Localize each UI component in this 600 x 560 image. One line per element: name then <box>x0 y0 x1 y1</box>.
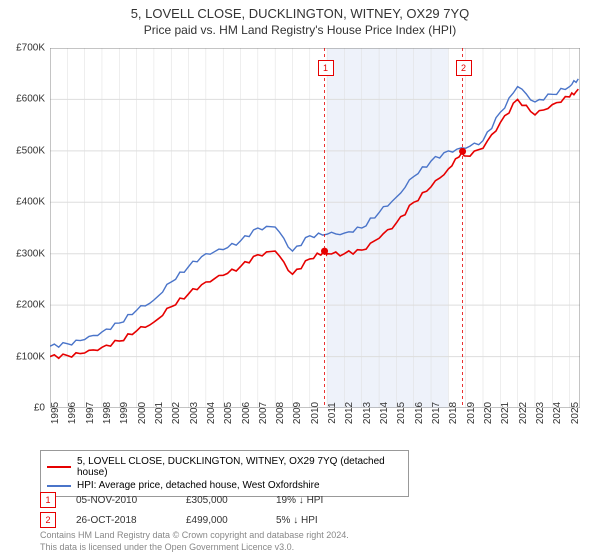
chart-title: 5, LOVELL CLOSE, DUCKLINGTON, WITNEY, OX… <box>0 0 600 21</box>
x-tick-label: 2013 <box>362 402 373 424</box>
line-chart <box>50 48 580 408</box>
legend-item: HPI: Average price, detached house, West… <box>47 479 402 492</box>
chart-area: £0£100K£200K£300K£400K£500K£600K£700K199… <box>50 48 580 408</box>
x-tick-label: 1999 <box>119 402 130 424</box>
x-tick-label: 2009 <box>292 402 303 424</box>
x-tick-label: 2008 <box>275 402 286 424</box>
chart-subtitle: Price paid vs. HM Land Registry's House … <box>0 21 600 41</box>
x-tick-label: 2018 <box>448 402 459 424</box>
transaction-row: 2 26-OCT-2018 £499,000 5% ↓ HPI <box>40 512 366 528</box>
x-tick-label: 2025 <box>570 402 581 424</box>
y-tick-label: £0 <box>34 403 45 414</box>
transaction-diff: 5% ↓ HPI <box>276 515 366 526</box>
transaction-marker: 2 <box>40 512 56 528</box>
chart-container: 5, LOVELL CLOSE, DUCKLINGTON, WITNEY, OX… <box>0 0 600 560</box>
transaction-marker: 1 <box>40 492 56 508</box>
y-tick-label: £300K <box>16 248 45 259</box>
copyright-line: Contains HM Land Registry data © Crown c… <box>40 530 349 542</box>
x-tick-label: 2000 <box>137 402 148 424</box>
x-tick-label: 2022 <box>518 402 529 424</box>
x-tick-label: 2015 <box>396 402 407 424</box>
x-tick-label: 2001 <box>154 402 165 424</box>
x-tick-label: 2020 <box>483 402 494 424</box>
legend-swatch <box>47 485 71 487</box>
x-tick-label: 2003 <box>189 402 200 424</box>
x-tick-label: 1998 <box>102 402 113 424</box>
transaction-date: 05-NOV-2010 <box>76 495 166 506</box>
x-tick-label: 1997 <box>85 402 96 424</box>
x-tick-label: 2010 <box>310 402 321 424</box>
chart-marker-box: 1 <box>318 60 334 76</box>
y-tick-label: £700K <box>16 43 45 54</box>
legend: 5, LOVELL CLOSE, DUCKLINGTON, WITNEY, OX… <box>40 450 409 497</box>
y-tick-label: £500K <box>16 145 45 156</box>
legend-swatch <box>47 466 71 468</box>
x-tick-label: 2016 <box>414 402 425 424</box>
x-tick-label: 2021 <box>500 402 511 424</box>
transaction-price: £305,000 <box>186 495 256 506</box>
x-tick-label: 2012 <box>344 402 355 424</box>
x-tick-label: 2024 <box>552 402 563 424</box>
transaction-row: 1 05-NOV-2010 £305,000 19% ↓ HPI <box>40 492 366 508</box>
legend-item: 5, LOVELL CLOSE, DUCKLINGTON, WITNEY, OX… <box>47 455 402 479</box>
x-tick-label: 2006 <box>241 402 252 424</box>
x-tick-label: 2004 <box>206 402 217 424</box>
x-tick-label: 1995 <box>50 402 61 424</box>
transaction-price: £499,000 <box>186 515 256 526</box>
transaction-date: 26-OCT-2018 <box>76 515 166 526</box>
y-tick-label: £100K <box>16 351 45 362</box>
transaction-diff: 19% ↓ HPI <box>276 495 366 506</box>
y-tick-label: £400K <box>16 197 45 208</box>
x-tick-label: 2017 <box>431 402 442 424</box>
y-tick-label: £600K <box>16 94 45 105</box>
copyright-line: This data is licensed under the Open Gov… <box>40 542 349 554</box>
x-tick-label: 2011 <box>327 402 338 424</box>
copyright: Contains HM Land Registry data © Crown c… <box>40 530 349 553</box>
x-tick-label: 1996 <box>67 402 78 424</box>
y-tick-label: £200K <box>16 300 45 311</box>
x-tick-label: 2023 <box>535 402 546 424</box>
x-tick-label: 2005 <box>223 402 234 424</box>
legend-label: 5, LOVELL CLOSE, DUCKLINGTON, WITNEY, OX… <box>77 456 402 478</box>
x-tick-label: 2007 <box>258 402 269 424</box>
transaction-list: 1 05-NOV-2010 £305,000 19% ↓ HPI 2 26-OC… <box>40 492 366 532</box>
chart-marker-box: 2 <box>456 60 472 76</box>
x-tick-label: 2019 <box>466 402 477 424</box>
x-tick-label: 2002 <box>171 402 182 424</box>
legend-label: HPI: Average price, detached house, West… <box>77 480 320 491</box>
x-tick-label: 2014 <box>379 402 390 424</box>
